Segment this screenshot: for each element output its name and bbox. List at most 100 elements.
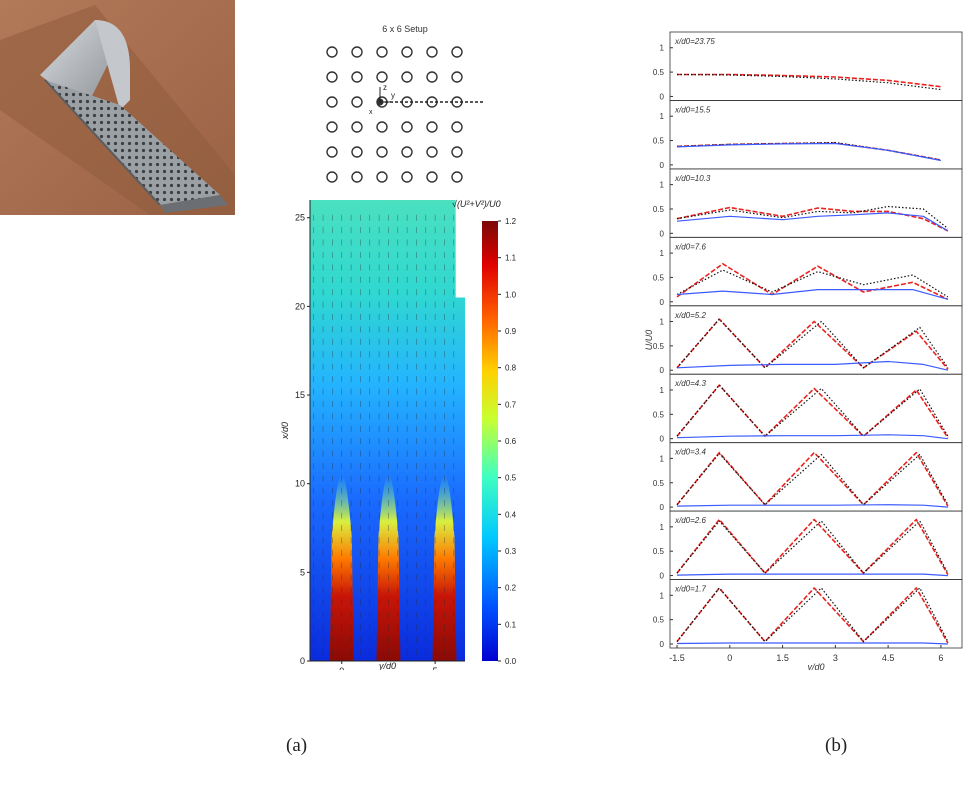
velocity-profiles-chart: 0 0.5 1 x/d0=23.75 0 0.5 1 x/d0=15.5 0 0.5 1 x/d0=1… [644,31,963,670]
profile-series-red [676,384,949,439]
nozzle-hole [426,121,438,133]
panel-frame [669,100,963,170]
contour-ytick-label: 15 [295,390,305,400]
nozzle-hole [326,146,338,158]
caption-a: (a) [286,735,308,756]
contour-ytick-label: 20 [295,301,305,311]
profile-series-blue [676,573,948,577]
panel-ytick-label: 0.5 [653,273,665,282]
nozzle-hole [401,146,413,158]
profile-xtick-label: 1.5 [776,653,789,663]
colorbar-tick-label: 0.5 [505,474,517,483]
panel-frame [669,442,963,512]
panel-ytick-label: 0.5 [653,547,665,556]
profile-panel: 0 0.5 1 x/d0=1.7 [653,579,963,649]
colorbar-tick-label: 0.2 [505,584,517,593]
nozzle-hole [451,46,463,58]
panel-label: x/d0=2.6 [674,516,706,525]
profile-series-red [677,73,941,88]
colorbar-tick-label: 1.0 [505,290,517,299]
panel-ytick-label: 0 [660,366,665,375]
panel-ytick-label: 0.5 [653,616,665,625]
nozzle-hole [401,121,413,133]
profile-panel: 0 0.5 1 x/d0=4.3 [653,373,963,444]
profile-series-black [676,205,949,229]
nozzle-hole [326,171,338,183]
nozzle-hole [351,46,363,58]
panel-ytick-label: 0.5 [653,479,665,488]
nozzle-hole [326,46,338,58]
colorbar-tick-label: 0.6 [505,437,517,446]
setup-title: 6 x 6 Setup [382,24,428,34]
axis-y-label: y [391,91,395,100]
profile-series-black [676,452,949,506]
panel-ytick-label: 0 [660,435,665,444]
contour-ytick-label: 10 [295,479,305,489]
profile-xtick-label: 4.5 [882,653,895,663]
profile-series-black [676,384,949,437]
nozzle-hole [351,71,363,83]
nozzle-hole [426,171,438,183]
profile-panel: 0 0.5 1 x/d0=2.6 [653,510,963,581]
colorbar-gradient [482,221,498,661]
panel-label: x/d0=1.7 [674,585,706,594]
nozzle-hole [426,46,438,58]
panel-ytick-label: 0.5 [653,342,665,351]
profile-series-blue [676,642,948,645]
nozzle-hole [451,121,463,133]
panel-ytick-label: 1 [660,454,665,463]
axis-z-label: z [383,83,387,92]
nozzle-hole [376,171,388,183]
nozzle-hole [401,71,413,83]
panel-ytick-label: 1 [660,591,665,600]
colorbar-tick-label: 0.1 [505,620,517,629]
panel-ytick-label: 0 [660,92,665,101]
panel-label: x/d0=23.75 [674,37,715,46]
panel-label: x/d0=3.4 [674,448,706,457]
profile-series-red [676,587,949,644]
panel-frame [669,579,963,649]
colorbar-tick-label: 0.8 [505,364,517,373]
profile-panel: 0 0.5 1 x/d0=5.2 [653,305,963,375]
panel-ytick-label: 1 [660,44,665,53]
colorbar-tick-label: 0.3 [505,547,517,556]
nozzle-hole [376,46,388,58]
panel-frame [669,236,963,307]
colorbar-tick-label: 1.2 [505,217,517,226]
panel-ytick-label: 1 [660,386,665,395]
profile-panel: 0 0.5 1 x/d0=7.6 [653,236,963,307]
profile-panel: 0 0.5 1 x/d0=10.3 [653,168,963,238]
panel-frame [669,168,963,238]
velocity-contour-chart: 0 5 10 15 20 25 0 5 x/d0 y/d0 √(U²+V²)/U0 0.0 0.1 0.… [280,199,517,670]
profile-series-blue [676,289,949,300]
panel-ytick-label: 1 [660,523,665,532]
panel-label: x/d0=10.3 [674,174,711,183]
panel-ytick-label: 0 [660,572,665,581]
profile-series-red [676,318,949,370]
profile-ylabel: U/U0 [644,330,654,351]
axis-x-label: x [369,109,373,116]
panel-ytick-label: 0.5 [653,205,665,214]
panel-ytick-label: 0.5 [653,410,665,419]
profile-xlabel: y/d0 [806,662,824,670]
nozzle-hole [401,46,413,58]
panel-label: x/d0=5.2 [674,311,706,320]
nozzle-hole [326,96,338,108]
profile-panel: 0 0.5 1 x/d0=23.75 [653,31,963,101]
profile-series-black [676,269,949,298]
contour-ytick-label: 25 [295,213,305,223]
contour-xlabel: y/d0 [378,661,396,670]
contour-ylabel: x/d0 [280,422,290,440]
profile-series-black [676,318,949,369]
profile-series-blue [676,504,948,508]
profile-series-red [676,451,949,507]
contour-ytick-label: 0 [300,656,305,666]
profile-series-red [676,518,949,575]
nozzle-hole [351,121,363,133]
nozzle-hole [451,146,463,158]
nozzle-array-schematic: 6 x 6 Setup z y x [326,24,485,183]
colorbar-tick-label: 0.4 [505,510,517,519]
profile-series-red [676,263,949,301]
contour-axes: 0 5 10 15 20 25 0 5 x/d0 y/d0 [280,200,465,670]
colorbar-tick-label: 0.9 [505,327,517,336]
